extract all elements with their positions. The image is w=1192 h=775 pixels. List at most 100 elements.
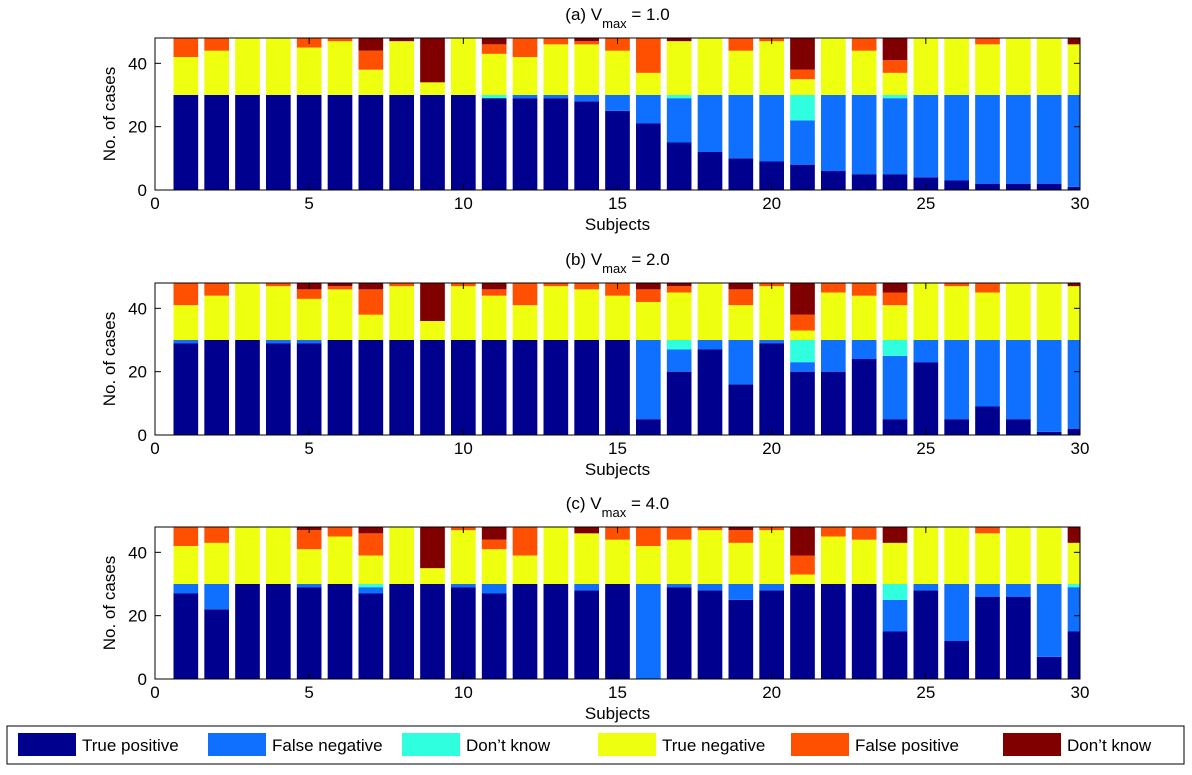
legend-swatch bbox=[791, 733, 849, 756]
x-tick-label: 25 bbox=[916, 194, 935, 213]
bar-segment-s2-x14 bbox=[574, 95, 599, 102]
bar-segment-s5-x24 bbox=[882, 292, 908, 306]
bar-segment-s4-x14 bbox=[574, 533, 599, 584]
bar-segment-s6-x21 bbox=[790, 527, 815, 556]
bar-segment-s4-x23 bbox=[851, 50, 877, 95]
bar-segment-s1-x18 bbox=[697, 152, 723, 190]
bar-segment-s4-x2 bbox=[204, 50, 229, 95]
bar-segment-s4-x13 bbox=[543, 44, 569, 95]
bar-segment-s4-x14 bbox=[574, 44, 599, 95]
legend-label: True negative bbox=[662, 736, 765, 755]
bar-segment-s1-x28 bbox=[1006, 596, 1031, 679]
bar-segment-s1-x6 bbox=[327, 95, 353, 190]
bar-segment-s5-x11 bbox=[481, 539, 507, 550]
legend-swatch bbox=[18, 733, 76, 756]
bar-segment-s6-x17 bbox=[666, 38, 692, 42]
bar-segment-s5-x23 bbox=[851, 283, 877, 296]
bar-segment-s1-x19 bbox=[728, 384, 754, 435]
bar-segment-s6-x24 bbox=[882, 38, 908, 61]
bar-segment-s5-x21 bbox=[790, 314, 815, 331]
bar-segment-s1-x13 bbox=[543, 340, 569, 435]
bar-segment-s2-x27 bbox=[975, 95, 1000, 184]
bar-segment-s6-x21 bbox=[790, 283, 815, 315]
x-axis-label: Subjects bbox=[585, 460, 650, 479]
bar-segment-s6-x24 bbox=[882, 527, 908, 543]
bar-segment-s1-x26 bbox=[944, 641, 969, 679]
bar-segment-s6-x24 bbox=[882, 283, 908, 293]
chart-title: (b) Vmax = 2.0 bbox=[565, 250, 669, 276]
bar-segment-s4-x25 bbox=[913, 527, 939, 584]
bar-segment-s5-x23 bbox=[851, 527, 877, 540]
bar-segment-s2-x29 bbox=[1036, 584, 1062, 657]
bar-segment-s4-x28 bbox=[1006, 38, 1031, 95]
y-tick-label: 20 bbox=[128, 118, 147, 137]
bar-segment-s1-x20 bbox=[759, 343, 784, 435]
bar-segment-s2-x23 bbox=[851, 95, 877, 175]
bar-segment-s3-x17 bbox=[666, 95, 692, 99]
bar-segment-s5-x12 bbox=[512, 527, 538, 556]
bar-segment-s4-x13 bbox=[543, 527, 569, 584]
bar-segment-s6-x21 bbox=[790, 38, 815, 70]
bar-segment-s4-x18 bbox=[697, 530, 723, 584]
bar-segment-s4-x20 bbox=[759, 41, 784, 95]
x-axis-label: Subjects bbox=[585, 215, 650, 234]
bar-segment-s6-x11 bbox=[481, 38, 507, 45]
legend-entry-5: False positive bbox=[791, 733, 959, 756]
bar-segment-s4-x9 bbox=[420, 568, 445, 584]
x-tick-label: 20 bbox=[762, 194, 781, 213]
bar-segment-s1-x29 bbox=[1036, 183, 1062, 190]
bar-segment-s1-x8 bbox=[389, 95, 414, 190]
bar-segment-s2-x19 bbox=[728, 95, 754, 159]
bar-segment-s4-x16 bbox=[636, 546, 661, 584]
bar-segment-s5-x12 bbox=[512, 38, 538, 57]
bar-segment-s4-x16 bbox=[636, 302, 661, 340]
bar-segment-s1-x19 bbox=[728, 158, 754, 190]
bar-segment-s4-x17 bbox=[666, 292, 692, 340]
bar-segment-s3-x17 bbox=[666, 340, 692, 350]
legend-swatch bbox=[402, 733, 460, 756]
bar-segment-s1-x10 bbox=[451, 587, 476, 679]
bar-segment-s4-x24 bbox=[882, 542, 908, 584]
bar-segment-s6-x14 bbox=[574, 38, 599, 42]
bar-segment-s6-x8 bbox=[389, 38, 414, 42]
bar-segment-s1-x25 bbox=[913, 177, 939, 190]
bars bbox=[173, 38, 1080, 190]
bar-segment-s2-x1 bbox=[173, 340, 199, 344]
legend-entry-1: True positive bbox=[18, 733, 179, 756]
bar-segment-s4-x1 bbox=[173, 305, 199, 340]
bar-segment-s1-x9 bbox=[420, 95, 445, 190]
bar-segment-s4-x8 bbox=[389, 286, 414, 340]
bar-segment-s4-x30 bbox=[1067, 542, 1080, 584]
bar-segment-s2-x18 bbox=[697, 584, 723, 591]
bar-segment-s5-x21 bbox=[790, 69, 815, 80]
y-tick-label: 20 bbox=[128, 607, 147, 626]
bar-segment-s4-x6 bbox=[327, 41, 353, 95]
bar-segment-s2-x30 bbox=[1067, 95, 1080, 187]
bar-segment-s2-x16 bbox=[636, 95, 661, 124]
bar-segment-s1-x10 bbox=[451, 95, 476, 190]
bar-segment-s5-x19 bbox=[728, 530, 754, 543]
bar-segment-s1-x27 bbox=[975, 183, 1000, 190]
bar-segment-s2-x24 bbox=[882, 355, 908, 420]
bar-segment-s5-x7 bbox=[358, 533, 384, 556]
bar-segment-s5-x19 bbox=[728, 289, 754, 306]
bar-segment-s4-x10 bbox=[451, 286, 476, 340]
bar-segment-s6-x6 bbox=[327, 283, 353, 287]
bar-segment-s4-x30 bbox=[1067, 286, 1080, 340]
bar-segment-s4-x7 bbox=[358, 69, 384, 95]
bar-segment-s2-x29 bbox=[1036, 95, 1062, 184]
bar-segment-s1-x13 bbox=[543, 98, 569, 190]
bar-segment-s4-x2 bbox=[204, 542, 229, 584]
bar-segment-s1-x11 bbox=[481, 340, 507, 435]
bar-segment-s4-x11 bbox=[481, 549, 507, 584]
bar-segment-s4-x12 bbox=[512, 305, 538, 340]
bar-segment-s5-x27 bbox=[975, 38, 1000, 45]
bar-segment-s4-x27 bbox=[975, 292, 1000, 340]
bar-segment-s4-x2 bbox=[204, 295, 229, 340]
bar-segment-s1-x7 bbox=[358, 593, 384, 679]
bar-segment-s4-x18 bbox=[697, 283, 723, 340]
bar-segment-s4-x11 bbox=[481, 295, 507, 340]
x-tick-label: 30 bbox=[1071, 194, 1090, 213]
bar-segment-s4-x11 bbox=[481, 53, 507, 95]
x-tick-label: 25 bbox=[916, 439, 935, 458]
